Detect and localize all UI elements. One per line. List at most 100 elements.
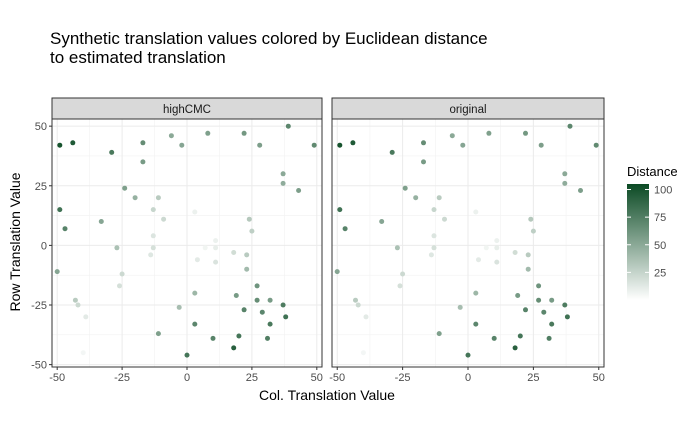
legend-tick-label: 75	[654, 212, 666, 224]
data-point	[421, 159, 426, 165]
data-point	[280, 302, 286, 308]
data-point	[233, 293, 239, 298]
data-point	[179, 142, 185, 148]
data-point	[530, 228, 536, 234]
data-point	[98, 219, 104, 224]
data-point	[562, 180, 568, 186]
data-point	[254, 297, 260, 303]
y-axis-title: Row Translation Value	[7, 172, 23, 311]
chart-title-line-2: to estimated translation	[50, 48, 226, 67]
x-tick-label: 25	[527, 372, 539, 384]
data-point	[194, 257, 200, 263]
data-point	[355, 302, 361, 308]
data-point	[350, 140, 356, 146]
data-point	[132, 195, 138, 201]
data-point	[546, 335, 552, 341]
data-point	[283, 314, 289, 320]
data-point	[494, 259, 500, 265]
data-point	[231, 345, 237, 351]
data-point	[465, 352, 471, 358]
data-point	[436, 195, 442, 201]
data-point	[168, 133, 174, 139]
data-point	[257, 142, 263, 148]
data-point	[176, 304, 182, 310]
data-point	[296, 188, 302, 193]
data-point	[457, 304, 463, 310]
x-tick-label: -25	[114, 372, 130, 384]
data-point	[57, 207, 63, 213]
x-tick-label: 50	[311, 372, 323, 384]
legend-tick-label: 100	[654, 185, 672, 197]
data-point	[525, 252, 531, 258]
data-point	[436, 331, 442, 337]
data-point	[578, 188, 583, 193]
data-point	[402, 185, 408, 191]
legend-title: Distance	[627, 164, 678, 179]
data-point	[117, 283, 122, 289]
facet-panels: highCMC original	[51, 97, 605, 368]
data-point	[202, 245, 208, 251]
data-point	[400, 271, 406, 277]
data-point	[213, 245, 219, 251]
data-point	[512, 345, 518, 351]
data-point	[567, 123, 573, 129]
data-point	[231, 250, 237, 255]
facet-strip-label: original	[449, 104, 486, 116]
legend-tick-label: 25	[654, 267, 666, 279]
data-point	[517, 333, 523, 339]
data-point	[483, 245, 489, 251]
x-tick-label: -50	[49, 372, 65, 384]
x-tick-label: 50	[593, 372, 605, 384]
data-point	[536, 297, 542, 303]
data-point	[155, 331, 161, 337]
legend-colorbar	[627, 184, 649, 300]
data-point	[360, 350, 366, 356]
data-point	[54, 269, 60, 275]
axes: -50 -25 0 25 50 -50 -25 0 25 50 -50 -25 0 25 50	[31, 121, 605, 384]
data-point	[236, 333, 242, 339]
x-tick-label: -50	[329, 372, 345, 384]
data-point	[265, 335, 270, 341]
data-point	[75, 302, 81, 308]
data-point	[210, 335, 216, 341]
data-point	[150, 245, 156, 251]
data-point	[442, 216, 447, 222]
data-point	[192, 209, 198, 215]
data-point	[562, 171, 568, 177]
data-point	[413, 195, 419, 201]
data-point	[473, 290, 479, 296]
data-point	[140, 140, 146, 146]
facet-panel-original: original	[331, 97, 605, 368]
x-tick-label: -25	[395, 372, 411, 384]
data-point	[254, 283, 260, 289]
legend-ticks: 25 50 75 100	[627, 185, 672, 279]
legend: Distance 25 50 75 100	[627, 164, 678, 300]
data-point	[523, 307, 528, 313]
data-point	[285, 123, 291, 129]
data-point	[80, 350, 86, 356]
data-point	[473, 209, 479, 215]
data-point	[431, 233, 437, 239]
data-point	[363, 314, 369, 320]
data-point	[549, 297, 555, 303]
data-point	[549, 321, 555, 327]
data-point	[249, 228, 255, 234]
data-point	[525, 266, 531, 272]
data-point	[119, 271, 125, 277]
data-point	[62, 226, 68, 232]
data-point	[491, 335, 497, 341]
y-tick-label: -50	[31, 360, 47, 372]
data-point	[593, 142, 599, 148]
data-point	[476, 257, 481, 263]
data-point	[431, 245, 437, 251]
legend-tick-label: 50	[654, 240, 666, 252]
x-tick-label: 0	[184, 372, 190, 384]
data-point	[241, 307, 247, 313]
data-point	[259, 309, 265, 315]
data-point	[155, 195, 161, 201]
data-point	[538, 142, 544, 148]
facet-strip-label: highCMC	[163, 104, 211, 116]
data-point	[244, 266, 250, 272]
y-tick-label: 0	[41, 240, 47, 252]
data-point	[83, 314, 89, 320]
